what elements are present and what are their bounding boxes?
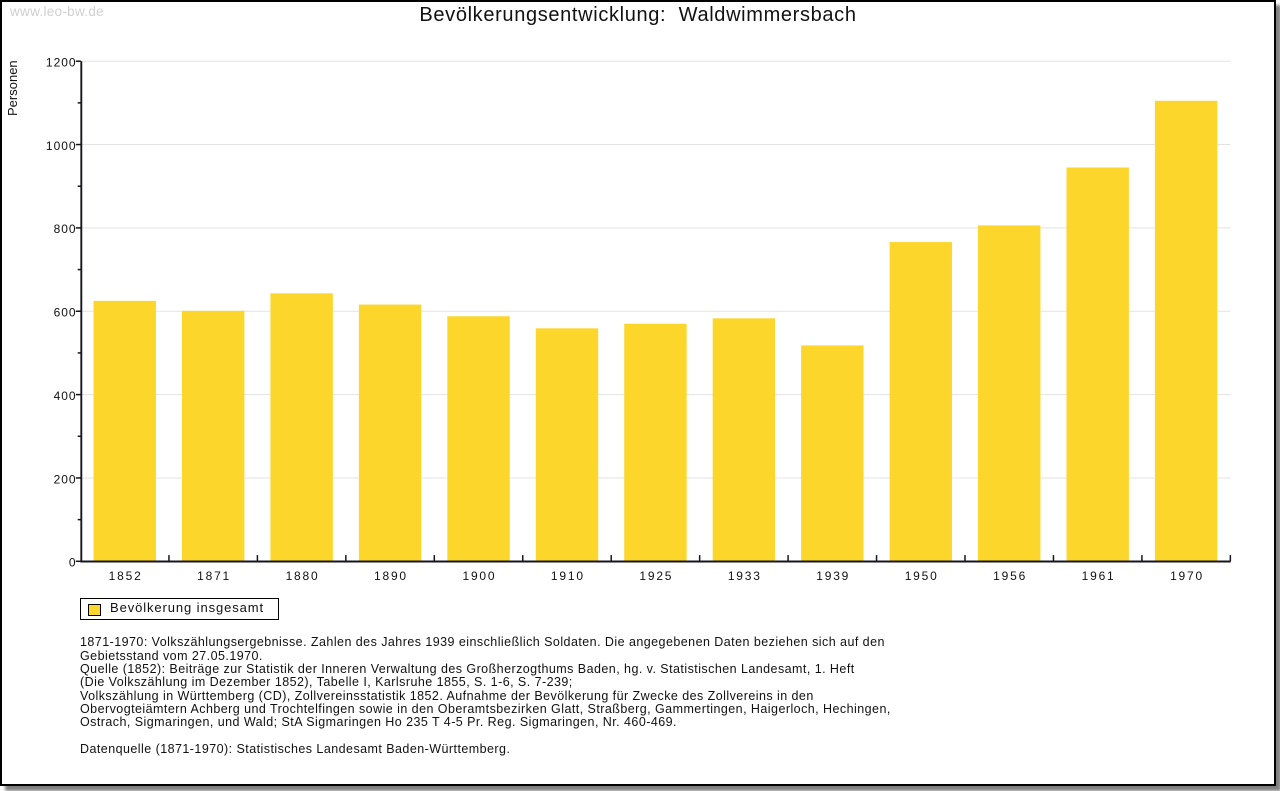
svg-text:1890: 1890	[374, 569, 408, 583]
svg-text:600: 600	[54, 306, 77, 320]
svg-text:1970: 1970	[1170, 569, 1204, 583]
svg-text:1956: 1956	[993, 569, 1027, 583]
svg-text:1900: 1900	[462, 569, 496, 583]
svg-text:1880: 1880	[286, 569, 320, 583]
svg-text:1200: 1200	[46, 56, 77, 70]
svg-text:1933: 1933	[728, 569, 762, 583]
svg-text:1925: 1925	[639, 569, 673, 583]
svg-text:400: 400	[54, 389, 77, 403]
svg-text:1910: 1910	[551, 569, 585, 583]
svg-text:1939: 1939	[816, 569, 850, 583]
svg-text:1000: 1000	[46, 139, 77, 153]
svg-text:0: 0	[69, 556, 77, 570]
svg-text:1950: 1950	[905, 569, 939, 583]
svg-text:200: 200	[54, 472, 77, 486]
svg-text:800: 800	[54, 222, 77, 236]
svg-text:1852: 1852	[109, 569, 143, 583]
svg-text:1961: 1961	[1082, 569, 1116, 583]
svg-text:1871: 1871	[197, 569, 231, 583]
